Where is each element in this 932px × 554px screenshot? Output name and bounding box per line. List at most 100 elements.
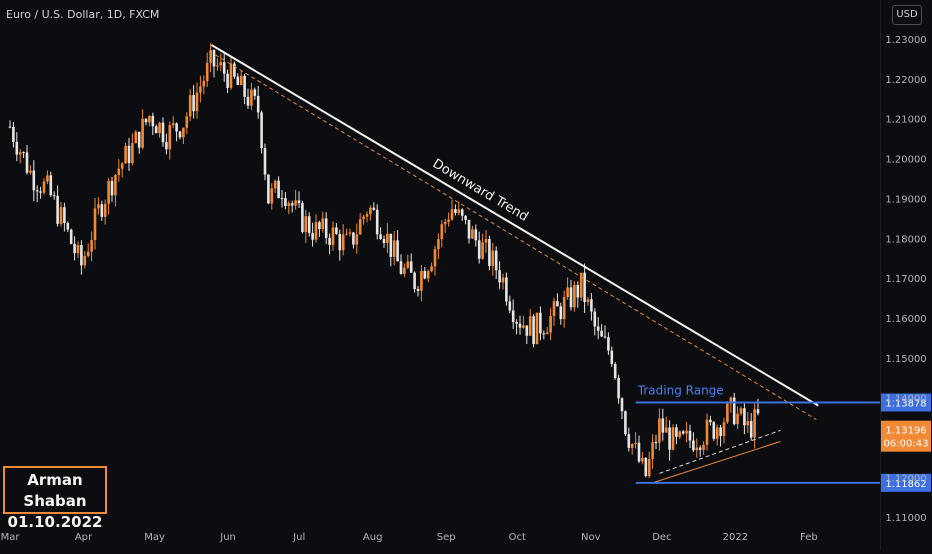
x-tick-label: Feb xyxy=(800,532,818,543)
candle-body xyxy=(76,245,80,254)
candle-body xyxy=(362,216,365,220)
candle-body xyxy=(664,427,668,433)
currency-button[interactable]: USD xyxy=(892,5,922,25)
candle-body xyxy=(97,204,100,209)
candle-body xyxy=(185,116,189,128)
candle-body xyxy=(705,419,709,445)
candle-body xyxy=(165,142,168,150)
candle-body xyxy=(607,337,610,351)
x-tick-label: May xyxy=(144,532,165,543)
last-price-tag xyxy=(881,420,931,452)
candle-body xyxy=(263,148,267,175)
candle-body xyxy=(729,397,733,404)
candle-body xyxy=(246,96,250,106)
candle-body xyxy=(80,245,83,266)
candle-body xyxy=(600,330,603,337)
last-price-label: 1.13196 xyxy=(885,426,926,437)
candle-body xyxy=(719,427,722,437)
candle-body xyxy=(175,123,178,132)
candle-body xyxy=(348,232,352,234)
downward-trendline xyxy=(210,44,819,407)
candle-body xyxy=(573,284,576,308)
candle-body xyxy=(280,198,284,200)
candle-body xyxy=(117,168,121,176)
candle-body xyxy=(433,249,437,267)
candle-body xyxy=(35,190,39,192)
candle-body xyxy=(579,272,583,298)
candle-body xyxy=(307,216,311,233)
candle-body xyxy=(120,163,124,169)
candle-body xyxy=(188,95,192,117)
candle-body xyxy=(498,270,501,283)
candle-body xyxy=(746,421,750,426)
candle-body xyxy=(297,200,301,204)
candle-body xyxy=(460,209,464,216)
candle-body xyxy=(627,434,631,448)
candle-body xyxy=(66,222,70,230)
candle-body xyxy=(756,409,760,414)
candle-body xyxy=(386,233,389,244)
candle-body xyxy=(709,419,712,423)
candle-body xyxy=(93,208,97,240)
candle-body xyxy=(335,227,338,234)
candle-body xyxy=(535,312,539,345)
candle-body xyxy=(413,272,416,289)
candle-body xyxy=(399,261,403,274)
signature-name: Arman Shaban xyxy=(23,471,87,510)
candle-body xyxy=(141,118,144,148)
candle-body xyxy=(49,175,53,196)
candle-body xyxy=(467,219,471,239)
candle-body xyxy=(52,195,56,197)
candle-body xyxy=(668,427,671,450)
candle-body xyxy=(229,63,233,88)
candle-body xyxy=(457,209,461,213)
candle-body xyxy=(569,287,573,308)
candle-body xyxy=(260,112,263,149)
candle-body xyxy=(365,214,369,217)
candle-body xyxy=(576,284,580,298)
candle-body xyxy=(158,122,161,134)
candle-body xyxy=(328,237,331,245)
candle-body xyxy=(321,218,325,229)
candle-body xyxy=(301,203,304,233)
candle-body xyxy=(236,76,240,85)
candle-body xyxy=(212,50,216,67)
y-tick-label: 1.14000 xyxy=(885,394,926,405)
candle-body xyxy=(477,240,481,259)
candle-body xyxy=(352,232,355,245)
level-tag xyxy=(881,393,931,412)
candle-body xyxy=(559,306,563,320)
candle-body xyxy=(722,422,726,437)
candle-body xyxy=(226,73,229,88)
candle-body xyxy=(515,321,518,324)
candle-body xyxy=(222,62,226,74)
support-rising-line xyxy=(654,441,781,483)
countdown-label: 06:00:43 xyxy=(884,439,929,450)
candle-body xyxy=(675,427,678,437)
candle-body xyxy=(440,224,444,240)
candle-body xyxy=(284,198,287,207)
candle-body xyxy=(202,80,206,87)
candle-body xyxy=(423,270,427,279)
candle-body xyxy=(389,233,393,257)
candle-body xyxy=(624,411,627,435)
candle-body xyxy=(32,170,36,191)
y-tick-label: 1.21000 xyxy=(885,115,926,126)
candle-body xyxy=(205,62,209,81)
candle-body xyxy=(69,229,73,244)
candle-body xyxy=(12,126,15,142)
level-tag xyxy=(881,473,931,492)
candle-body xyxy=(219,62,223,66)
candle-body xyxy=(542,333,546,335)
candle-body xyxy=(199,86,202,93)
candle-body xyxy=(314,222,318,240)
candle-body xyxy=(250,89,253,106)
x-tick-label: Nov xyxy=(581,532,601,543)
candle-body xyxy=(406,261,410,268)
chart-title: Euro / U.S. Dollar, 1D, FXCM xyxy=(6,8,160,21)
candle-body xyxy=(454,209,457,213)
candle-body xyxy=(83,256,87,266)
candle-body xyxy=(501,277,505,283)
signature-box: Arman Shaban 01.10.2022 xyxy=(3,466,107,531)
y-tick-label: 1.16000 xyxy=(885,314,926,325)
